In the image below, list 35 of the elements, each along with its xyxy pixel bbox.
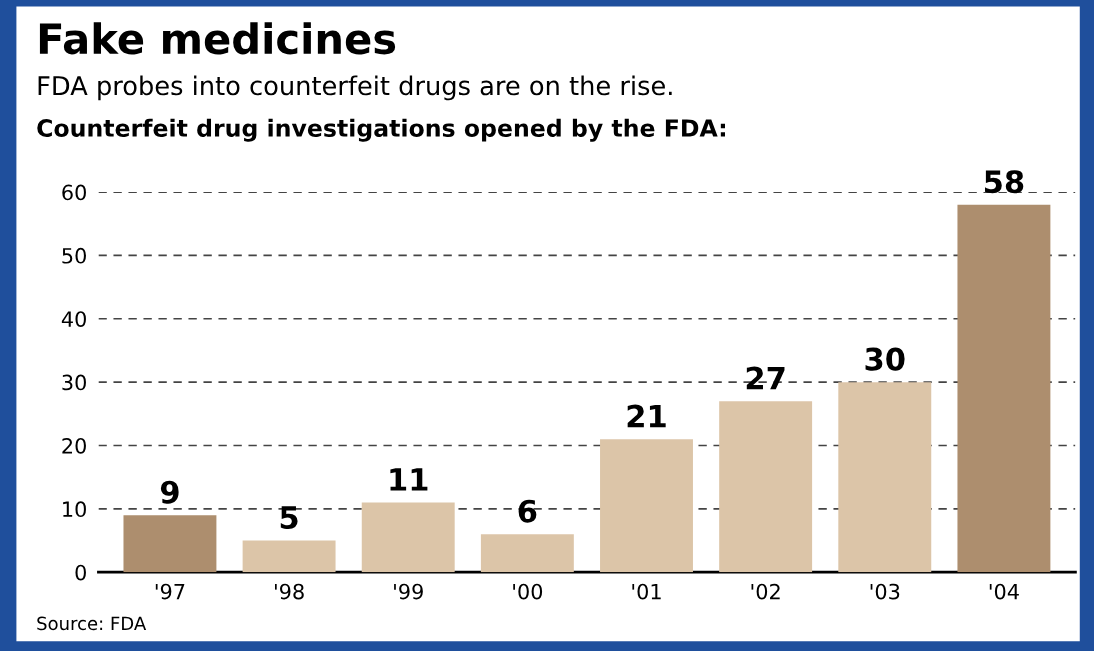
- y-tick-label: 60: [62, 184, 86, 201]
- data-label: 6: [518, 499, 537, 523]
- y-tick-label: 10: [63, 501, 86, 518]
- x-tick-label: '98: [274, 583, 304, 600]
- bar: [480, 534, 574, 573]
- bar: [123, 515, 217, 573]
- chart-title: Fake medicines: [39, 22, 396, 55]
- bar: [242, 540, 336, 573]
- bar: [838, 382, 932, 573]
- bar: [600, 439, 693, 573]
- x-tick-label: '03: [870, 583, 900, 600]
- data-label: 27: [746, 366, 785, 390]
- data-label: 30: [865, 347, 905, 371]
- y-tick-label: 30: [62, 374, 86, 391]
- x-tick-label: '99: [394, 583, 423, 600]
- y-tick-label: 20: [62, 437, 86, 454]
- x-tick-label: '97: [155, 583, 185, 600]
- source-note: Source: FDA: [37, 616, 147, 631]
- x-tick-label: '00: [513, 583, 543, 600]
- data-label: 9: [160, 480, 179, 504]
- data-label: 5: [280, 506, 298, 530]
- data-label: 11: [390, 468, 428, 491]
- bar: [719, 401, 813, 573]
- chart-subtitle: FDA probes into counterfeit drugs are on the rise.: [38, 75, 672, 101]
- y-axis-title: Counterfeit drug investigations opened by the FDA:: [37, 118, 725, 142]
- y-tick-label: 50: [62, 247, 86, 264]
- y-tick-label: 0: [75, 564, 86, 581]
- bar: [361, 502, 455, 573]
- x-tick-label: '04: [989, 583, 1019, 600]
- x-tick-label: '01: [632, 583, 661, 600]
- x-tick-label: '02: [751, 583, 780, 600]
- y-tick-label: 40: [61, 311, 86, 327]
- data-label: 21: [627, 404, 666, 428]
- bar: [957, 204, 1051, 573]
- data-label: 58: [985, 170, 1024, 194]
